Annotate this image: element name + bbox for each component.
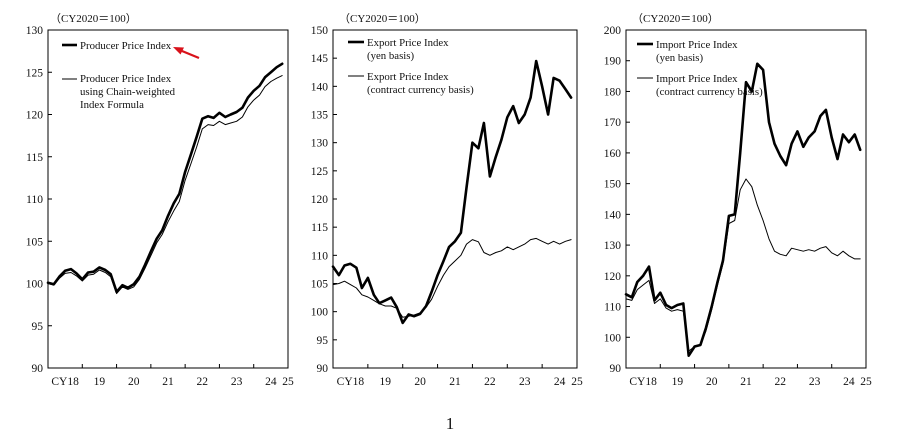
x-tick-label: 21 xyxy=(449,376,461,388)
y-tick-label: 90 xyxy=(610,363,622,375)
legend-label: Producer Price Index using Chain-weighte… xyxy=(80,73,178,111)
unit-label: （CY2020＝100） xyxy=(339,12,426,25)
x-tick-label: 19 xyxy=(94,376,106,388)
unit-label: （CY2020＝100） xyxy=(632,12,719,25)
y-tick-label: 100 xyxy=(311,307,329,319)
y-tick-label: 150 xyxy=(311,25,329,37)
y-tick-label: 100 xyxy=(26,279,44,291)
y-tick-label: 115 xyxy=(311,222,328,234)
x-tick-label: CY18 xyxy=(51,376,79,388)
export-price-index-chart: （CY2020＝100） 90 95 100 105 110 115 120 125 130 13… xyxy=(311,12,583,388)
y-tick-label: 90 xyxy=(32,363,44,375)
y-tick-label: 190 xyxy=(604,56,622,68)
y-tick-label: 145 xyxy=(311,53,329,65)
y-tick-label: 110 xyxy=(26,194,43,206)
x-tick-label: 22 xyxy=(197,376,209,388)
y-tick-label: 95 xyxy=(317,335,329,347)
x-tick-label: 19 xyxy=(380,376,392,388)
legend-label: Import Price Index (contract currency ba… xyxy=(656,73,763,98)
x-tick-label: 20 xyxy=(706,376,718,388)
y-tick-label: 120 xyxy=(604,271,622,283)
x-tick-label: 23 xyxy=(519,376,531,388)
x-tick-label: 21 xyxy=(162,376,174,388)
red-arrow-annotation xyxy=(173,47,200,60)
x-tick-label: 25 xyxy=(571,376,583,388)
x-tick-label: 23 xyxy=(809,376,821,388)
producer-price-index-chart: （CY2020＝100） 90 95 100 105 110 115 120 125 130 CY… xyxy=(26,12,294,388)
y-tick-label: 115 xyxy=(26,152,43,164)
x-tick-label: 20 xyxy=(414,376,426,388)
x-tick-label: 25 xyxy=(860,376,872,388)
unit-label: （CY2020＝100） xyxy=(50,12,137,25)
legend-label: Import Price Index (yen basis) xyxy=(656,39,740,64)
series-line-thin xyxy=(47,75,283,295)
y-tick-label: 110 xyxy=(604,302,621,314)
y-tick-label: 130 xyxy=(311,138,329,150)
y-tick-label: 125 xyxy=(311,166,329,178)
y-tick-label: 150 xyxy=(604,179,622,191)
x-tick-label: 21 xyxy=(740,376,752,388)
x-tick-label: CY18 xyxy=(337,376,365,388)
series-line-thin xyxy=(625,178,861,352)
y-tick-label: 100 xyxy=(604,332,622,344)
x-tick-label: CY18 xyxy=(629,376,657,388)
x-tick-label: 24 xyxy=(554,376,566,388)
x-tick-label: 20 xyxy=(128,376,140,388)
x-tick-label: 24 xyxy=(843,376,855,388)
y-tick-label: 105 xyxy=(26,236,44,248)
y-tick-label: 95 xyxy=(32,321,44,333)
y-tick-label: 130 xyxy=(604,240,622,252)
y-tick-label: 125 xyxy=(26,67,44,79)
legend-label: Export Price Index (contract currency ba… xyxy=(367,71,474,96)
y-tick-label: 135 xyxy=(311,110,329,122)
y-tick-label: 90 xyxy=(317,363,329,375)
x-tick-label: 24 xyxy=(265,376,277,388)
y-tick-label: 160 xyxy=(604,148,622,160)
series-line-thin xyxy=(332,237,572,318)
y-tick-label: 110 xyxy=(311,250,328,262)
import-price-index-chart: （CY2020＝100） 90 100 110 120 130 140 150 160 170 1… xyxy=(604,12,872,388)
page-number: 1 xyxy=(445,414,455,433)
legend-label: Producer Price Index xyxy=(80,40,172,52)
x-tick-label: 22 xyxy=(775,376,787,388)
y-tick-label: 105 xyxy=(311,279,329,291)
x-tick-label: 22 xyxy=(484,376,496,388)
x-tick-label: 23 xyxy=(231,376,243,388)
series-line-bold xyxy=(331,59,573,325)
y-tick-label: 170 xyxy=(604,117,622,129)
y-tick-label: 120 xyxy=(26,110,44,122)
series-line-bold xyxy=(46,62,284,294)
x-tick-label: 25 xyxy=(282,376,294,388)
legend-label: Export Price Index (yen basis) xyxy=(367,37,451,62)
y-tick-label: 130 xyxy=(26,25,44,37)
y-tick-label: 140 xyxy=(311,81,329,93)
y-tick-label: 140 xyxy=(604,209,622,221)
plot-frame xyxy=(625,29,867,369)
y-tick-label: 200 xyxy=(604,25,622,37)
y-tick-label: 120 xyxy=(311,194,329,206)
x-tick-label: 19 xyxy=(672,376,684,388)
y-tick-label: 180 xyxy=(604,86,622,98)
series-line-bold xyxy=(624,62,862,358)
